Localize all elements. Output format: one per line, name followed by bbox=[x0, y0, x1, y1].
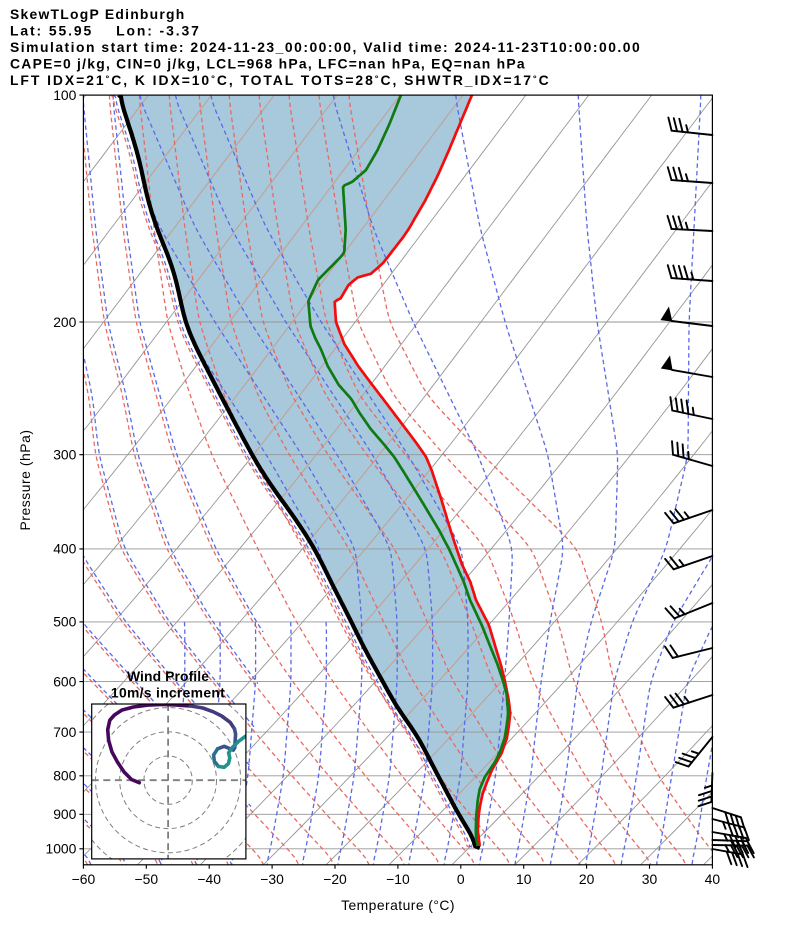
svg-text:0: 0 bbox=[457, 871, 465, 887]
svg-text:−30: −30 bbox=[260, 871, 284, 887]
svg-text:−60: −60 bbox=[72, 871, 96, 887]
svg-text:20: 20 bbox=[579, 871, 595, 887]
svg-text:−10: −10 bbox=[386, 871, 410, 887]
svg-text:CAPE=0 j/kg, CIN=0 j/kg, LCL=9: CAPE=0 j/kg, CIN=0 j/kg, LCL=968 hPa, LF… bbox=[10, 56, 526, 72]
svg-text:−20: −20 bbox=[323, 871, 347, 887]
svg-text:500: 500 bbox=[53, 614, 76, 630]
svg-text:LFT IDX=21°C, K IDX=10°C, TOTA: LFT IDX=21°C, K IDX=10°C, TOTAL TOTS=28°… bbox=[10, 72, 551, 88]
svg-text:1000: 1000 bbox=[45, 841, 76, 857]
svg-text:Simulation start time: 2024-11: Simulation start time: 2024-11-23_00:00:… bbox=[10, 39, 641, 55]
svg-text:400: 400 bbox=[53, 541, 76, 557]
svg-text:700: 700 bbox=[53, 724, 76, 740]
svg-text:40: 40 bbox=[705, 871, 721, 887]
svg-text:300: 300 bbox=[53, 447, 76, 463]
svg-text:900: 900 bbox=[53, 806, 76, 822]
svg-text:200: 200 bbox=[53, 314, 76, 330]
svg-text:30: 30 bbox=[642, 871, 658, 887]
svg-text:Temperature (°C): Temperature (°C) bbox=[341, 897, 455, 913]
svg-text:10m/s increment: 10m/s increment bbox=[111, 685, 225, 701]
svg-text:600: 600 bbox=[53, 673, 76, 689]
svg-text:−50: −50 bbox=[135, 871, 159, 887]
svg-text:Wind Profile: Wind Profile bbox=[127, 668, 209, 684]
svg-text:100: 100 bbox=[53, 87, 76, 103]
svg-text:800: 800 bbox=[53, 768, 76, 784]
svg-text:−40: −40 bbox=[197, 871, 221, 887]
svg-text:SkewTLogP Edinburgh: SkewTLogP Edinburgh bbox=[10, 6, 186, 22]
svg-text:Lat: 55.95 Lon: -3.37: Lat: 55.95 Lon: -3.37 bbox=[10, 23, 201, 39]
svg-text:10: 10 bbox=[516, 871, 532, 887]
svg-text:Pressure (hPa): Pressure (hPa) bbox=[17, 429, 33, 530]
